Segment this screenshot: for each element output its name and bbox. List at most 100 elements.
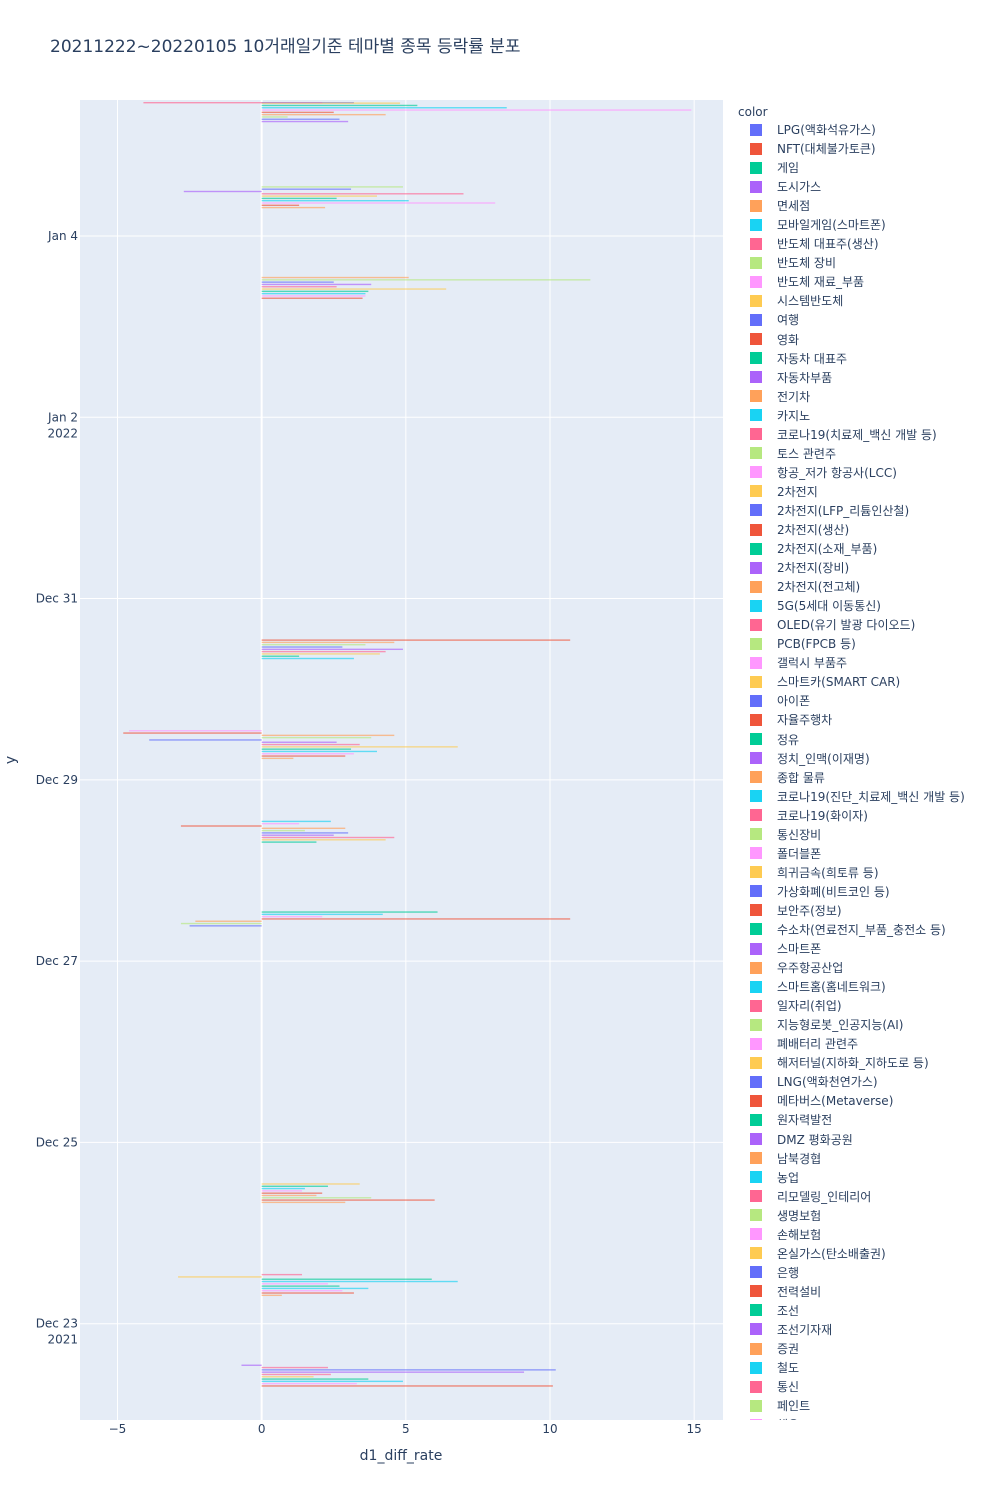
legend-item[interactable]: 면세점 bbox=[738, 196, 1000, 215]
legend-item[interactable]: 스마트폰 bbox=[738, 939, 1000, 958]
legend-item[interactable]: 여행 bbox=[738, 310, 1000, 329]
legend-item[interactable]: LNG(액화천연가스) bbox=[738, 1072, 1000, 1091]
bar[interactable] bbox=[261, 841, 317, 843]
bar[interactable] bbox=[261, 286, 337, 288]
bar[interactable] bbox=[241, 1364, 262, 1366]
bar[interactable] bbox=[261, 281, 334, 283]
legend-item[interactable]: 조선기자재 bbox=[738, 1320, 1000, 1339]
bar[interactable] bbox=[261, 186, 403, 188]
legend-item[interactable]: 정치_인맥(이재명) bbox=[738, 749, 1000, 768]
bar[interactable] bbox=[261, 1294, 282, 1297]
bar[interactable] bbox=[261, 918, 571, 920]
bar[interactable] bbox=[261, 736, 372, 739]
legend-item[interactable]: 코로나19(화이자) bbox=[738, 806, 1000, 825]
legend-item[interactable]: DMZ 평화공원 bbox=[738, 1129, 1000, 1148]
bar[interactable] bbox=[261, 202, 496, 204]
bar[interactable] bbox=[261, 655, 300, 657]
legend-item[interactable]: 메타버스(Metaverse) bbox=[738, 1091, 1000, 1110]
bar[interactable] bbox=[180, 922, 262, 925]
legend-item[interactable]: 페인트 bbox=[738, 1396, 1000, 1415]
bar[interactable] bbox=[261, 734, 395, 737]
legend-item[interactable]: 폐배터리 관련주 bbox=[738, 1034, 1000, 1053]
bar[interactable] bbox=[143, 102, 262, 104]
legend-item[interactable]: PCB(FPCB 등) bbox=[738, 634, 1000, 653]
legend-item[interactable]: 일자리(취업) bbox=[738, 996, 1000, 1015]
legend-item[interactable]: 아이폰 bbox=[738, 691, 1000, 710]
legend-item[interactable]: 2차전지(전고체) bbox=[738, 577, 1000, 596]
bar[interactable] bbox=[261, 911, 438, 913]
legend-item[interactable]: 2차전지(LFP_리튬인산철) bbox=[738, 501, 1000, 520]
bar[interactable] bbox=[261, 1378, 369, 1380]
bar[interactable] bbox=[189, 925, 262, 927]
legend-item[interactable]: 스마트카(SMART CAR) bbox=[738, 672, 1000, 691]
bar[interactable] bbox=[261, 113, 386, 116]
bar[interactable] bbox=[261, 206, 326, 209]
bar[interactable] bbox=[261, 279, 591, 281]
legend-item[interactable]: 조선 bbox=[738, 1301, 1000, 1320]
bar[interactable] bbox=[261, 1280, 458, 1283]
bar[interactable] bbox=[261, 1197, 372, 1199]
legend-item[interactable]: 보안주(정보) bbox=[738, 901, 1000, 920]
bar[interactable] bbox=[149, 739, 262, 741]
bar[interactable] bbox=[261, 1194, 317, 1197]
bar[interactable] bbox=[261, 1285, 340, 1287]
bar[interactable] bbox=[261, 111, 334, 114]
bar[interactable] bbox=[261, 1192, 323, 1194]
bar[interactable] bbox=[261, 195, 377, 197]
bar[interactable] bbox=[261, 197, 337, 200]
bar[interactable] bbox=[195, 920, 262, 922]
bar[interactable] bbox=[178, 1276, 262, 1278]
bar[interactable] bbox=[261, 1292, 354, 1294]
bar[interactable] bbox=[261, 1366, 328, 1369]
bar[interactable] bbox=[261, 1185, 328, 1187]
legend-item[interactable]: 폴더블폰 bbox=[738, 844, 1000, 863]
bar[interactable] bbox=[261, 650, 386, 653]
bar[interactable] bbox=[261, 753, 354, 755]
bar[interactable] bbox=[261, 639, 571, 641]
bar[interactable] bbox=[261, 834, 334, 836]
legend-item[interactable]: 전력설비 bbox=[738, 1282, 1000, 1301]
bar[interactable] bbox=[261, 1380, 403, 1383]
legend-item[interactable]: 반도체 장비 bbox=[738, 253, 1000, 272]
bar[interactable] bbox=[261, 748, 352, 750]
bar[interactable] bbox=[261, 102, 401, 104]
bar[interactable] bbox=[261, 295, 366, 297]
bar[interactable] bbox=[261, 755, 346, 757]
legend-item[interactable]: 전기차 bbox=[738, 387, 1000, 406]
bar[interactable] bbox=[261, 120, 349, 123]
legend-item[interactable]: 해운 bbox=[738, 1415, 1000, 1420]
bar[interactable] bbox=[261, 109, 692, 111]
bar[interactable] bbox=[261, 1385, 553, 1387]
legend-item[interactable]: 자동차 대표주 bbox=[738, 349, 1000, 368]
legend-item[interactable]: 스마트홈(홈네트워크) bbox=[738, 977, 1000, 996]
bar[interactable] bbox=[261, 193, 464, 195]
legend-item[interactable]: 통신 bbox=[738, 1377, 1000, 1396]
bar[interactable] bbox=[261, 743, 360, 746]
bar[interactable] bbox=[261, 641, 395, 644]
legend-item[interactable]: 통신장비 bbox=[738, 825, 1000, 844]
bar[interactable] bbox=[261, 118, 340, 120]
legend-item[interactable]: 갤럭시 부품주 bbox=[738, 653, 1000, 672]
bar[interactable] bbox=[261, 1273, 303, 1276]
legend-item[interactable]: 온실가스(탄소배출권) bbox=[738, 1244, 1000, 1263]
legend-item[interactable]: 종합 물류 bbox=[738, 768, 1000, 787]
bar[interactable] bbox=[261, 827, 346, 830]
bar[interactable] bbox=[129, 730, 262, 732]
bar[interactable] bbox=[183, 190, 262, 193]
bar[interactable] bbox=[261, 741, 337, 743]
legend-item[interactable]: 자율주행차 bbox=[738, 710, 1000, 729]
legend-item[interactable]: NFT(대체불가토큰) bbox=[738, 139, 1000, 158]
bar[interactable] bbox=[261, 746, 458, 748]
bar[interactable] bbox=[261, 820, 331, 823]
bar[interactable] bbox=[261, 648, 403, 651]
legend-item[interactable]: 모바일게임(스마트폰) bbox=[738, 215, 1000, 234]
legend-item[interactable]: 생명보험 bbox=[738, 1206, 1000, 1225]
legend-item[interactable]: 시스템반도체 bbox=[738, 291, 1000, 310]
bar[interactable] bbox=[261, 832, 349, 834]
bar[interactable] bbox=[261, 1371, 525, 1373]
legend-item[interactable]: 자동차부품 bbox=[738, 368, 1000, 387]
bar[interactable] bbox=[261, 297, 363, 299]
bar[interactable] bbox=[261, 1187, 305, 1190]
legend-item[interactable]: 2차전지(장비) bbox=[738, 558, 1000, 577]
bar[interactable] bbox=[261, 839, 386, 841]
